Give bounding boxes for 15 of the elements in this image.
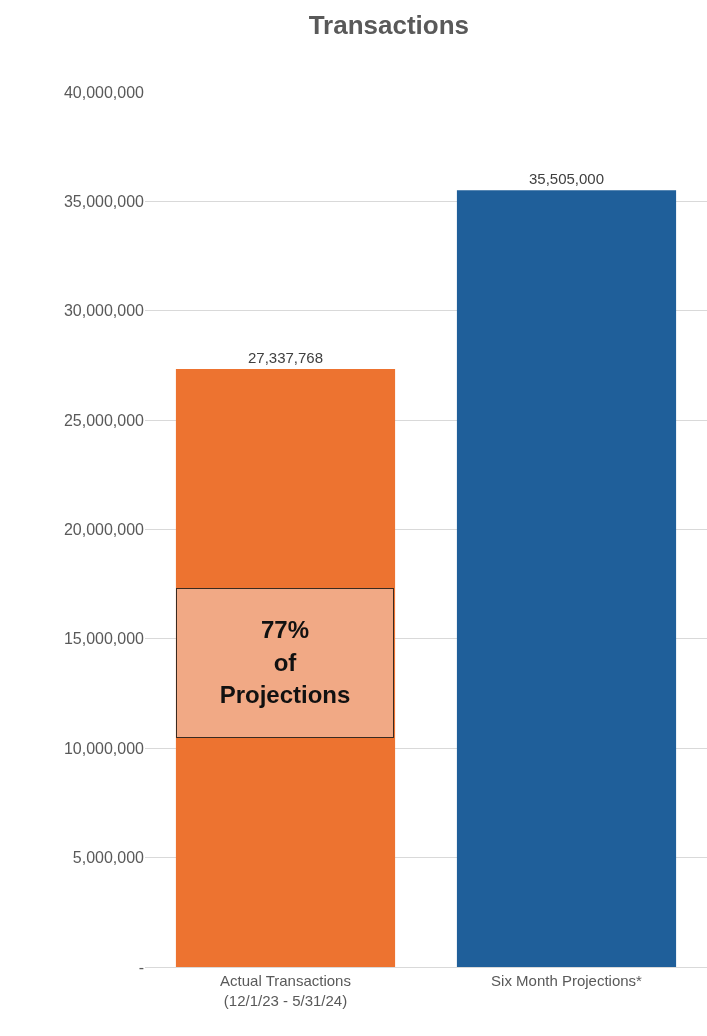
callout-box: 77% of Projections [176, 588, 394, 738]
y-tick-label: 40,000,000 [63, 83, 145, 101]
y-tick-label: 30,000,000 [63, 302, 145, 320]
x-tick-label: Six Month Projections* [491, 972, 643, 989]
y-tick-label: - [138, 958, 144, 976]
y-tick-label: 20,000,000 [63, 521, 145, 539]
chart-title: Transactions [308, 9, 470, 40]
y-tick-label: 25,000,000 [63, 411, 145, 429]
y-tick-label: 10,000,000 [63, 739, 145, 757]
y-tick-label: 15,000,000 [63, 630, 145, 648]
y-tick-label: 35,000,000 [63, 192, 145, 210]
y-tick-label: 5,000,000 [72, 849, 145, 867]
data-label: 27,337,768 [247, 348, 324, 366]
data-label: 35,505,000 [528, 170, 605, 188]
x-tick-label: Actual Transactions (12/1/23 - 5/31/24) [220, 972, 351, 1009]
